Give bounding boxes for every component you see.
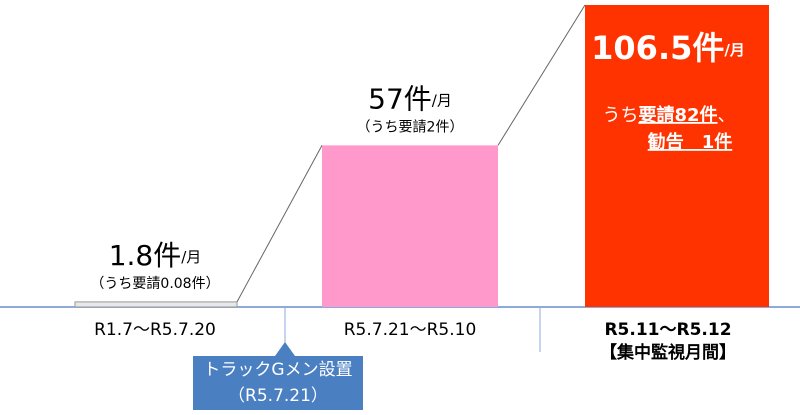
callout-date: （R5.7.21） <box>228 386 328 406</box>
x-tick-label: R1.7～R5.7.20 <box>94 320 216 340</box>
value-note: （うち要請0.08件） <box>90 276 219 292</box>
value-number: 106.5 <box>591 29 692 67</box>
callout-title: トラックGメン設置 <box>203 360 352 380</box>
value-number: 57 <box>368 82 404 115</box>
value-label: 57件/月 <box>368 82 452 115</box>
note-sep: 、 <box>718 105 736 126</box>
bar <box>74 301 238 308</box>
note-request: 要請82件 <box>638 104 717 126</box>
value-note: （うち要請2件） <box>357 119 464 135</box>
value-per: /月 <box>181 247 201 265</box>
bar <box>322 145 498 307</box>
x-tick-label: R5.11～R5.12 <box>604 320 731 340</box>
value-per: /月 <box>724 41 744 59</box>
x-tick-label: R5.7.21～R5.10 <box>344 320 477 340</box>
value-number: 1.8 <box>109 239 154 272</box>
value-unit: 件 <box>692 29 724 67</box>
value-unit: 件 <box>404 82 432 115</box>
highlight-note: うち要請82件、 <box>602 104 735 126</box>
connector <box>236 145 323 303</box>
connector <box>497 4 586 146</box>
value-label: 1.8件/月 <box>109 239 202 272</box>
value-per: /月 <box>432 91 452 109</box>
bar <box>585 5 769 307</box>
callout-box <box>193 342 363 410</box>
value-label: 106.5件/月 <box>591 29 745 67</box>
note-open: うち <box>602 105 638 126</box>
value-unit: 件 <box>153 239 181 272</box>
note-warning: 勧告 1件 <box>647 131 733 153</box>
period-note: 【集中監視月間】 <box>600 342 736 363</box>
